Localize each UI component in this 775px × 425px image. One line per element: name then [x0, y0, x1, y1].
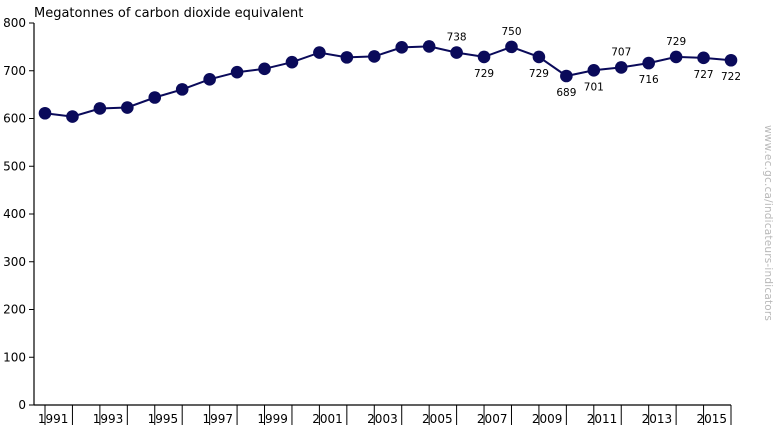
x-tick-label: 2011 — [587, 412, 618, 425]
data-point — [313, 46, 326, 59]
y-tick-label: 100 — [3, 350, 26, 364]
x-tick-label: 1993 — [93, 412, 124, 425]
data-point — [66, 110, 79, 123]
data-label: 727 — [694, 69, 714, 81]
data-label: 750 — [501, 26, 521, 38]
x-tick-label: 2005 — [422, 412, 453, 425]
data-point — [450, 46, 463, 59]
x-tick-label: 1997 — [203, 412, 234, 425]
data-point — [38, 106, 52, 120]
data-label: 738 — [447, 32, 467, 44]
data-point — [669, 50, 683, 64]
data-point — [505, 40, 518, 54]
data-labels: 738 729 750 729 689 701 707 716 729 727 722 — [447, 26, 741, 99]
x-tick-label: 2015 — [696, 412, 727, 425]
data-point — [121, 101, 134, 114]
data-point — [724, 53, 738, 67]
y-tick-label: 700 — [3, 64, 26, 78]
x-tick-label: 1999 — [257, 412, 288, 425]
data-point — [395, 41, 409, 54]
data-label: 722 — [721, 71, 741, 83]
chart-title: Megatonnes of carbon dioxide equivalent — [34, 6, 303, 21]
x-tick-label: 1995 — [148, 412, 179, 425]
data-point — [367, 50, 381, 63]
data-point — [587, 63, 601, 77]
data-label: 701 — [584, 81, 604, 93]
axes: 0 100 200 300 400 500 600 700 800 1991 1993 1995 199… — [3, 16, 732, 425]
data-point — [203, 73, 216, 86]
data-point — [560, 69, 573, 83]
data-label: 729 — [474, 68, 494, 80]
data-point — [477, 50, 491, 64]
x-tick-label: 2009 — [532, 412, 563, 425]
series-emissions — [38, 40, 738, 123]
data-label: 729 — [666, 36, 686, 48]
y-tick-label: 500 — [3, 159, 26, 173]
data-point — [614, 61, 628, 74]
data-point — [175, 83, 189, 96]
y-tick-label: 200 — [3, 303, 26, 317]
data-label: 707 — [611, 46, 631, 58]
data-point — [422, 40, 436, 53]
data-point — [642, 56, 655, 70]
y-tick-label: 800 — [3, 16, 26, 30]
data-point — [285, 55, 299, 69]
data-label: 716 — [639, 74, 659, 86]
x-tick-label: 1991 — [38, 412, 69, 425]
data-point — [93, 102, 107, 115]
y-tick-label: 400 — [3, 207, 26, 221]
x-tick-label: 2003 — [367, 412, 398, 425]
data-label: 729 — [529, 68, 549, 80]
data-label: 689 — [556, 87, 576, 99]
data-point — [148, 91, 162, 104]
y-tick-label: 0 — [18, 398, 26, 412]
x-tick-label: 2013 — [642, 412, 673, 425]
data-point — [230, 65, 244, 79]
data-point — [340, 51, 354, 64]
y-tick-label: 600 — [3, 112, 26, 126]
source-url: www.ec.gc.ca/indicateurs-indicators — [762, 125, 774, 321]
x-tick-label: 2007 — [477, 412, 508, 425]
y-tick-label: 300 — [3, 255, 26, 269]
data-point — [258, 62, 271, 76]
data-point — [532, 50, 546, 64]
data-point — [697, 51, 710, 65]
x-tick-label: 2001 — [312, 412, 343, 425]
